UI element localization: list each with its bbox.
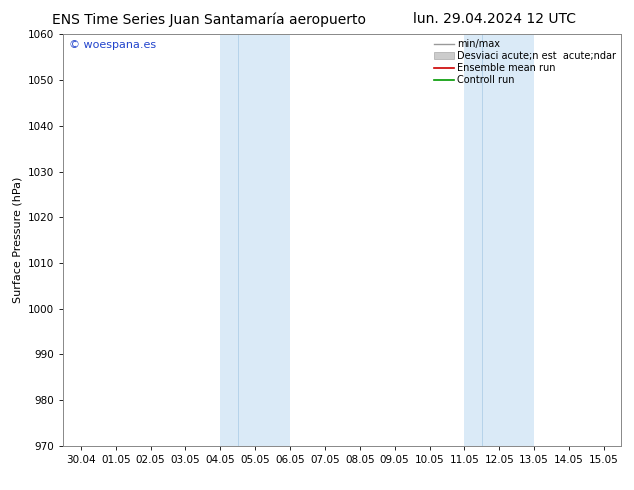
Legend: min/max, Desviaci acute;n est  acute;ndar, Ensemble mean run, Controll run: min/max, Desviaci acute;n est acute;ndar… (434, 39, 616, 85)
Bar (464, 34, 534, 446)
Text: © woespana.es: © woespana.es (69, 41, 156, 50)
Y-axis label: Surface Pressure (hPa): Surface Pressure (hPa) (13, 177, 23, 303)
Text: ENS Time Series Juan Santamaría aeropuerto: ENS Time Series Juan Santamaría aeropuer… (52, 12, 366, 27)
Text: lun. 29.04.2024 12 UTC: lun. 29.04.2024 12 UTC (413, 12, 576, 26)
Bar (221, 34, 290, 446)
